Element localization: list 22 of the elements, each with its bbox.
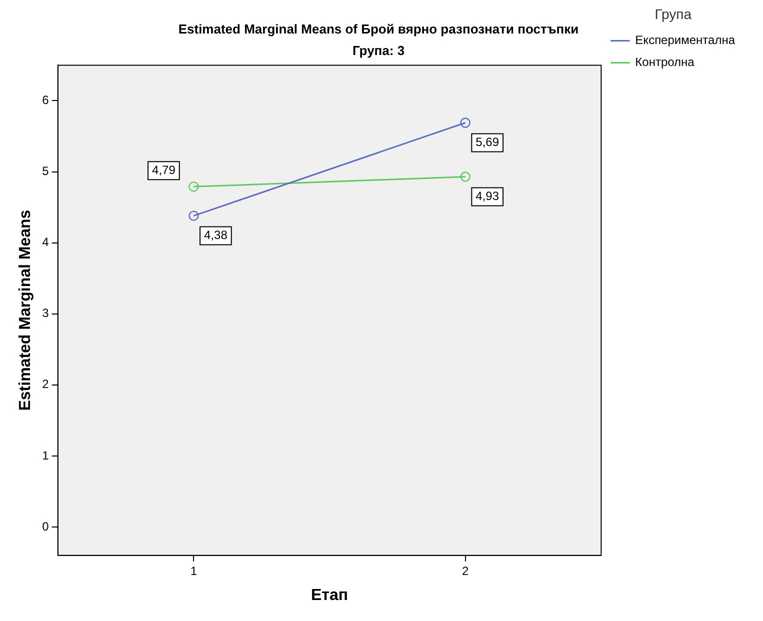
point <box>188 182 199 192</box>
legend-title: Група <box>654 6 692 22</box>
data-label: 4,38 <box>204 228 228 242</box>
y-tick-label: 2 <box>42 377 50 392</box>
chart-title: Estimated Marginal Means of Брой вярно разпознати постъпки <box>178 21 579 36</box>
point <box>188 210 199 221</box>
y-tick-label: 1 <box>42 448 50 462</box>
y-tick-label: 6 <box>42 93 50 108</box>
point <box>460 172 470 182</box>
point <box>460 118 470 128</box>
data-label: 5,69 <box>476 135 500 150</box>
y-tick-label: 0 <box>42 519 50 534</box>
legend-label: Контролна <box>635 55 695 70</box>
y-tick-label: 5 <box>42 164 50 178</box>
chart-subtitle: Група: 3 <box>352 42 405 58</box>
x-axis-title: Етап <box>310 586 348 604</box>
legend-label: Експериментална <box>635 33 736 48</box>
data-label: 4,93 <box>476 189 500 204</box>
y-tick-label: 3 <box>42 306 50 320</box>
data-label: 4,79 <box>152 162 176 177</box>
y-tick-label: 4 <box>42 235 50 250</box>
y-axis-title: Estimated Marginal Means <box>17 210 34 411</box>
